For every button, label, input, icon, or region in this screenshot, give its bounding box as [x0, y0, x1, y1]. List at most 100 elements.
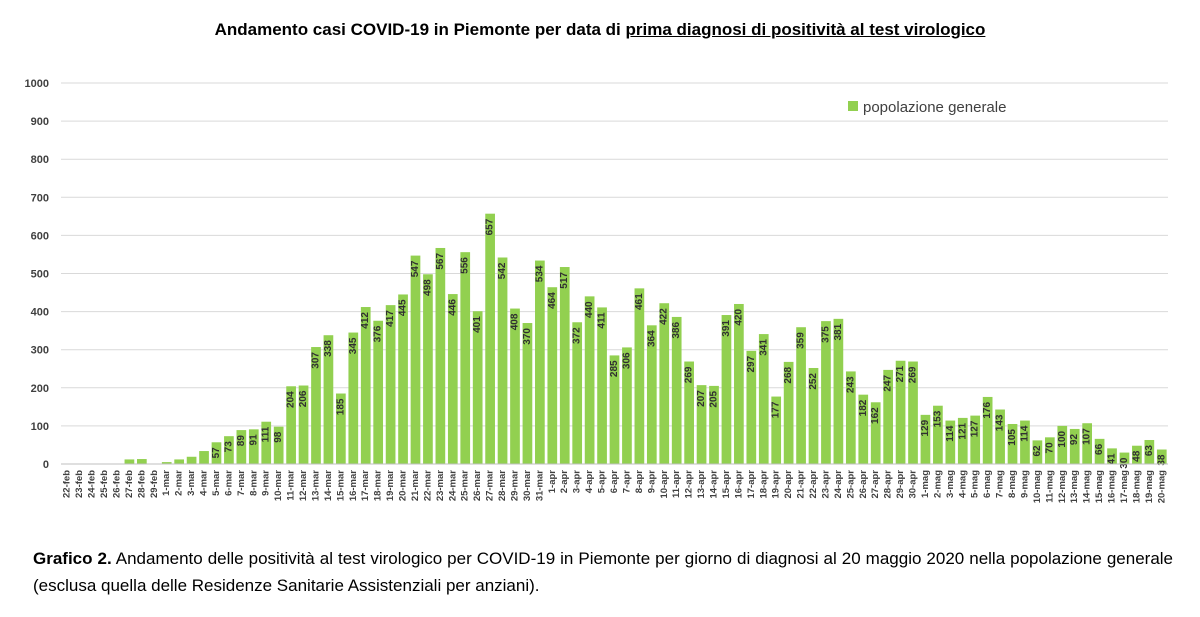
x-tick-label: 23-apr — [820, 470, 831, 499]
x-tick-label: 1-mar — [161, 470, 172, 496]
y-tick-label: 0 — [43, 459, 49, 471]
data-label: 185 — [335, 398, 346, 415]
data-label: 111 — [261, 426, 272, 442]
x-tick-label: 25-feb — [99, 470, 110, 498]
chart-title-underlined: prima diagnosi di positività al test vir… — [625, 20, 986, 39]
data-label: 364 — [646, 330, 657, 347]
bar — [1156, 449, 1167, 464]
data-label: 498 — [422, 279, 433, 296]
bar — [435, 247, 446, 464]
data-label: 534 — [534, 265, 545, 282]
x-tick-label: 16-mag — [1107, 470, 1118, 503]
x-tick-label: 15-apr — [721, 470, 732, 499]
x-tick-label: 12-mar — [298, 470, 309, 501]
bar — [1119, 452, 1130, 464]
x-tick-label: 2-apr — [559, 470, 570, 494]
chart-title: Andamento casi COVID-19 in Piemonte per … — [0, 20, 1200, 40]
x-tick-label: 27-mar — [485, 470, 496, 501]
bar — [833, 318, 844, 464]
data-label: 446 — [447, 299, 458, 316]
data-label: 63 — [1144, 445, 1155, 457]
x-tick-label: 21-apr — [796, 470, 807, 499]
x-tick-label: 11-apr — [671, 470, 682, 498]
bar — [746, 350, 757, 464]
data-label: 38 — [1156, 454, 1167, 466]
data-label: 89 — [236, 435, 247, 447]
x-tick-label: 27-feb — [124, 470, 135, 498]
x-tick-label: 9-apr — [646, 470, 657, 494]
data-label: 30 — [1119, 457, 1130, 469]
bar — [559, 267, 570, 464]
x-tick-label: 6-mag — [982, 470, 993, 498]
x-tick-label: 17-apr — [746, 470, 757, 499]
data-label: 48 — [1131, 450, 1142, 462]
x-tick-label: 8-apr — [634, 470, 645, 494]
data-label: 92 — [1069, 434, 1080, 446]
bar — [1044, 437, 1055, 464]
bar — [734, 303, 744, 464]
x-tick-label: 5-apr — [597, 470, 608, 494]
x-tick-label: 7-mag — [995, 470, 1006, 498]
data-label: 121 — [957, 422, 968, 439]
y-tick-label: 100 — [31, 421, 49, 433]
x-tick-label: 3-mag — [945, 470, 956, 498]
data-label: 547 — [410, 260, 421, 277]
bar — [883, 369, 893, 464]
data-label: 252 — [808, 373, 819, 390]
bar — [821, 321, 831, 464]
x-tick-label: 7-apr — [621, 470, 632, 494]
x-tick-label: 14-apr — [709, 470, 720, 499]
x-tick-label: 2-mag — [932, 470, 943, 498]
bar — [161, 462, 172, 464]
data-label: 567 — [435, 253, 446, 270]
x-tick-label: 15-mag — [1094, 470, 1105, 503]
data-label: 204 — [286, 391, 297, 408]
bar — [174, 459, 185, 464]
bar — [124, 459, 135, 464]
bar — [957, 417, 968, 464]
data-label: 114 — [1019, 425, 1030, 442]
data-label: 62 — [1032, 445, 1043, 457]
bar — [895, 360, 906, 464]
x-tick-label: 20-mar — [398, 470, 409, 501]
x-tick-label: 1-apr — [547, 470, 558, 494]
x-tick-label: 31-mar — [534, 470, 545, 501]
data-label: 57 — [211, 447, 222, 459]
data-label: 206 — [298, 390, 309, 407]
caption-label: Grafico 2. — [33, 549, 112, 568]
x-tick-label: 28-feb — [136, 470, 147, 498]
bar — [1094, 438, 1105, 464]
legend: popolazione generale — [848, 99, 1006, 116]
bar — [472, 311, 483, 464]
x-tick-label: 16-mar — [348, 470, 359, 501]
x-tick-label: 17-mag — [1119, 470, 1130, 503]
bar — [659, 303, 670, 464]
data-label: 41 — [1107, 453, 1118, 465]
y-tick-label: 400 — [31, 307, 49, 319]
bar — [721, 315, 732, 464]
data-label: 70 — [1044, 442, 1055, 454]
x-tick-label: 18-apr — [758, 470, 769, 499]
x-axis-ticks: 22-feb 23-feb 24-feb 25-feb 26-feb 27-feb 28-f… — [61, 463, 1168, 503]
data-label: 341 — [758, 339, 769, 356]
data-label: 73 — [223, 441, 234, 453]
data-label: 412 — [360, 312, 371, 329]
data-label: 297 — [746, 355, 757, 372]
x-tick-label: 19-mag — [1144, 470, 1155, 503]
bar — [1020, 420, 1030, 464]
data-label: 177 — [771, 401, 782, 418]
data-label: 417 — [385, 310, 396, 327]
x-tick-label: 6-apr — [609, 470, 620, 494]
x-tick-label: 23-mar — [435, 470, 446, 501]
bar — [709, 385, 719, 464]
bar — [385, 305, 396, 464]
data-label: 372 — [572, 327, 583, 344]
bar — [584, 296, 595, 464]
data-label: 127 — [970, 420, 981, 437]
data-label: 359 — [796, 332, 807, 349]
bar — [646, 325, 657, 464]
chart-title-prefix: Andamento casi COVID-19 in Piemonte per … — [214, 20, 626, 39]
x-tick-label: 26-feb — [111, 470, 122, 498]
x-tick-label: 14-mar — [323, 470, 334, 501]
y-axis-ticks: 0 100 200 300 400 500 600 700 800 900 1000 — [25, 78, 49, 471]
